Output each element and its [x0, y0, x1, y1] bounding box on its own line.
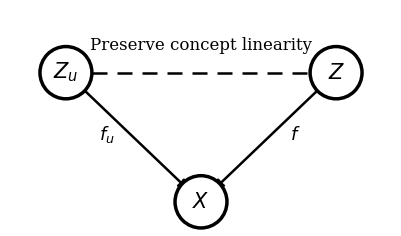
Text: $f_u$: $f_u$ — [98, 125, 114, 145]
Ellipse shape — [309, 46, 361, 99]
Text: Preserve concept linearity: Preserve concept linearity — [90, 37, 311, 54]
Ellipse shape — [174, 176, 227, 228]
Text: $X$: $X$ — [192, 192, 209, 212]
Text: $f$: $f$ — [290, 126, 300, 144]
Text: $Z_u$: $Z_u$ — [53, 61, 79, 84]
Ellipse shape — [40, 46, 92, 99]
Text: $Z$: $Z$ — [327, 63, 344, 83]
